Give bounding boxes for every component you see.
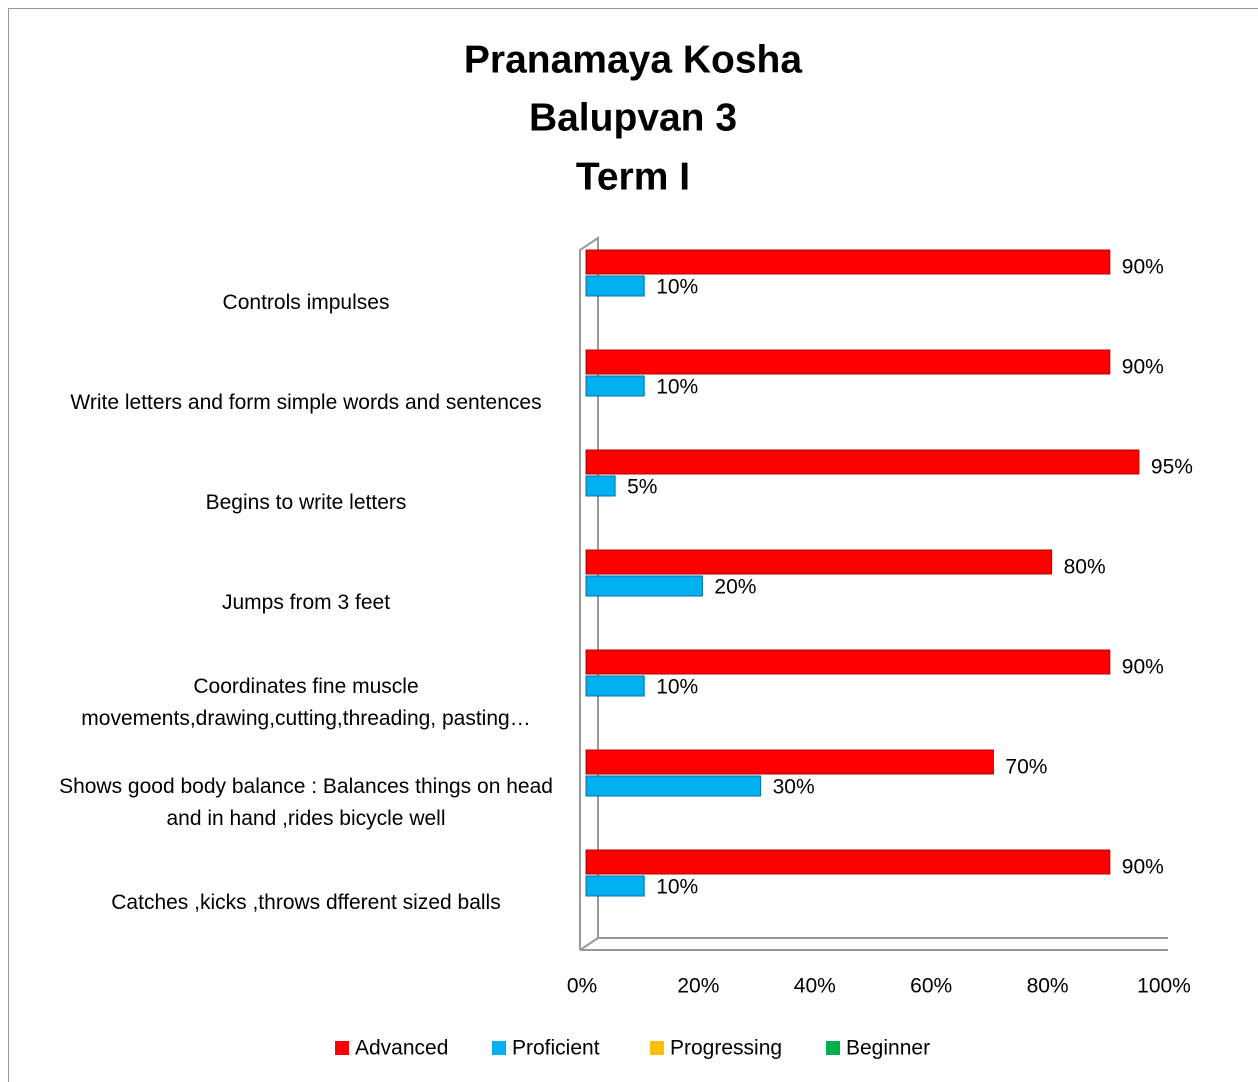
data-label: 90% [1122,656,1164,679]
legend-swatch [492,1041,506,1055]
x-tick-label: 40% [794,975,836,998]
legend-swatch [826,1041,840,1055]
category-label: Catches ,kicks ,throws dfferent sized ba… [111,891,501,914]
category-label: Jumps from 3 feet [221,591,391,614]
bar [585,575,703,597]
data-label: 10% [656,376,698,399]
bar [585,849,1111,875]
legend-label: Beginner [846,1037,930,1060]
bar [585,775,762,797]
data-label: 10% [656,676,698,699]
category-label: Shows good body balance : Balances thing… [59,775,553,830]
x-tick-label: 100% [1137,975,1191,998]
x-tick-label: 60% [910,975,952,998]
category-label: Controls impulses [222,291,390,314]
legend-label: Progressing [670,1037,782,1060]
x-tick-label: 80% [1027,975,1069,998]
bar [585,375,645,397]
data-label: 10% [656,276,698,299]
x-axis-floor [579,937,1168,951]
category-label: Begins to write letters [205,491,407,514]
chart-title: Balupvan 3 [529,96,737,139]
bar [585,275,645,297]
data-label: 5% [627,476,657,499]
x-tick-label: 20% [677,975,719,998]
bar [585,349,1111,375]
chart-title: Term I [576,155,690,198]
data-label: 70% [1005,756,1047,779]
bar [585,549,1053,575]
legend-label: Advanced [355,1037,448,1060]
chart-title: Pranamaya Kosha [464,38,802,81]
data-label: 95% [1151,456,1193,479]
data-label: 90% [1122,256,1164,279]
data-label: 80% [1064,556,1106,579]
frame [8,8,1258,1082]
x-tick-label: 0% [567,975,597,998]
bar [585,449,1140,475]
bar [585,249,1111,275]
data-label: 20% [714,576,756,599]
data-label: 10% [656,876,698,899]
legend-label: Proficient [512,1037,600,1060]
data-label: 90% [1122,356,1164,379]
data-label: 90% [1122,856,1164,879]
bar [585,875,645,897]
bar [585,749,994,775]
bar [585,649,1111,675]
category-label: Coordinates fine muscle movements,drawin… [81,675,531,730]
category-label: Write letters and form simple words and … [70,391,542,414]
legend-swatch [650,1041,664,1055]
bar [585,475,616,497]
bar [585,675,645,697]
legend-swatch [335,1041,349,1055]
data-label: 30% [773,776,815,799]
